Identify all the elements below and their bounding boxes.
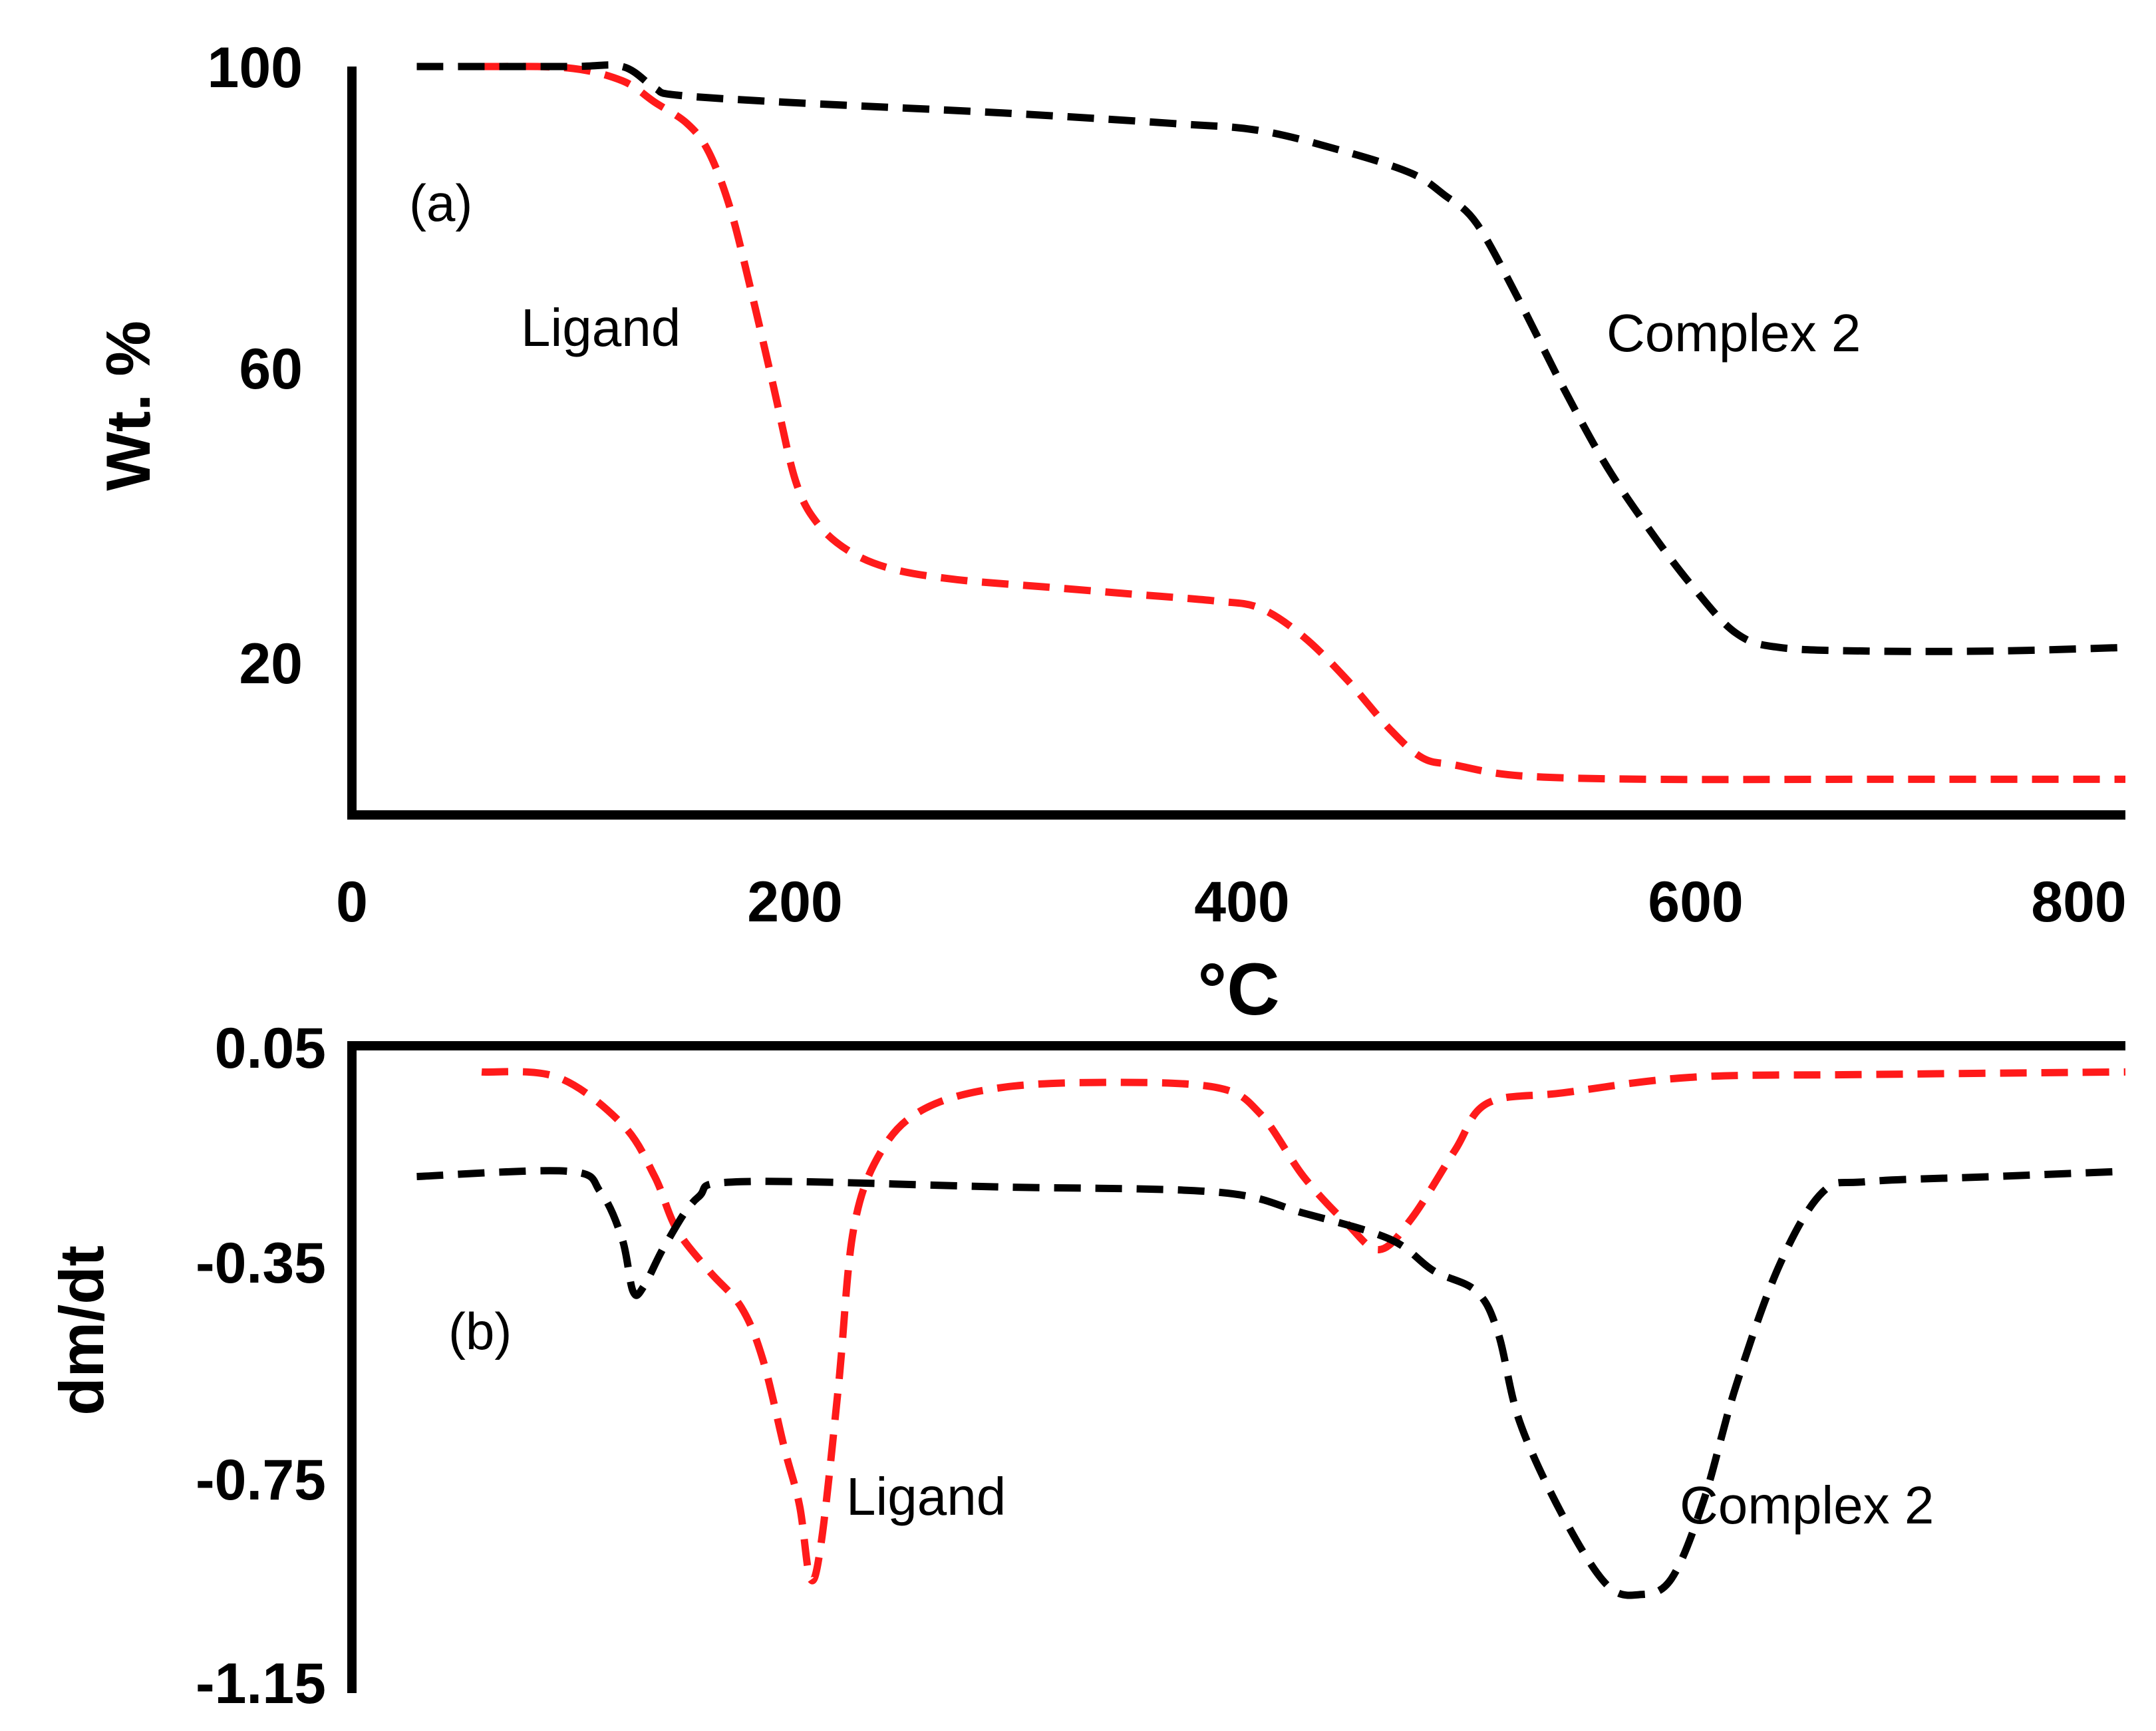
tga-x-tick: 0 [336, 870, 368, 934]
tga-complex2-annotation: Complex 2 [1607, 303, 1861, 363]
dtg-y-tick: 0.05 [215, 1017, 326, 1080]
tga-x-tick: 400 [1194, 870, 1290, 934]
tga-x-tick: 800 [2031, 870, 2127, 934]
tga-panel: 100 60 20 0 200 400 600 800 Wt. % °C (a)… [93, 36, 2127, 1030]
dtg-panel-label: (b) [448, 1302, 512, 1360]
dtg-y-tick: -1.15 [196, 1652, 326, 1716]
tga-y-tick: 20 [239, 632, 303, 696]
dtg-ligand-curve [481, 1068, 2126, 1585]
tga-ligand-curve [481, 63, 2125, 784]
tga-panel-label: (a) [409, 174, 472, 232]
tga-x-axis-label: °C [1197, 949, 1279, 1030]
dtg-complex2-annotation: Complex 2 [1680, 1476, 1934, 1535]
tga-ligand-annotation: Ligand [521, 298, 681, 357]
tga-complex2-curve [416, 61, 2126, 655]
tga-y-axis-label: Wt. % [93, 321, 163, 491]
tga-axes [347, 67, 2125, 820]
dtg-y-tick: -0.75 [196, 1448, 326, 1512]
dtg-ligand-annotation: Ligand [846, 1467, 1006, 1526]
tga-x-tick: 600 [1648, 870, 1744, 934]
tga-y-tick: 60 [239, 337, 303, 401]
dtg-y-axis-label: dm/dt [47, 1245, 116, 1416]
tga-x-tick: 200 [747, 870, 843, 934]
dtg-y-tick: -0.35 [196, 1231, 326, 1295]
dtg-axes [347, 1041, 2125, 1693]
tga-y-tick: 100 [208, 36, 303, 100]
dtg-panel: 0.05 -0.35 -0.75 -1.15 dm/dt (b) Ligand … [47, 1017, 2126, 1716]
